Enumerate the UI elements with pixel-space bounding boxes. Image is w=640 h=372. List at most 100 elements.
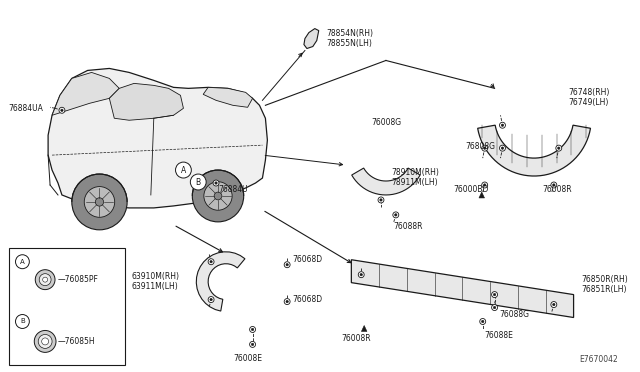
Circle shape xyxy=(214,192,222,200)
Circle shape xyxy=(38,334,52,349)
Circle shape xyxy=(190,174,206,190)
Circle shape xyxy=(501,147,504,149)
Text: 76000BD: 76000BD xyxy=(453,185,488,194)
Text: 76008R: 76008R xyxy=(542,185,572,194)
Text: 76088G: 76088G xyxy=(499,310,529,318)
Circle shape xyxy=(59,107,65,113)
Text: 76884UA: 76884UA xyxy=(8,104,44,113)
Polygon shape xyxy=(48,68,268,208)
Circle shape xyxy=(492,305,497,311)
Circle shape xyxy=(286,263,289,266)
Text: A: A xyxy=(181,166,186,174)
Circle shape xyxy=(493,307,496,309)
Polygon shape xyxy=(362,326,367,331)
Circle shape xyxy=(393,212,399,218)
Circle shape xyxy=(204,182,232,210)
Polygon shape xyxy=(203,87,253,107)
Circle shape xyxy=(501,124,504,126)
Circle shape xyxy=(483,147,486,149)
Circle shape xyxy=(35,330,56,352)
Text: A: A xyxy=(20,259,25,265)
Text: 76851R(LH): 76851R(LH) xyxy=(582,285,627,294)
Text: 76088R: 76088R xyxy=(394,222,423,231)
Polygon shape xyxy=(479,192,484,198)
Circle shape xyxy=(551,302,557,308)
FancyBboxPatch shape xyxy=(8,248,125,365)
Text: 63911M(LH): 63911M(LH) xyxy=(131,282,178,291)
Circle shape xyxy=(208,259,214,265)
Text: —76085H: —76085H xyxy=(58,337,95,346)
Text: B: B xyxy=(20,318,25,324)
Circle shape xyxy=(252,328,253,331)
Polygon shape xyxy=(477,125,591,176)
Polygon shape xyxy=(196,252,245,311)
Text: 63910M(RH): 63910M(RH) xyxy=(131,272,179,281)
Circle shape xyxy=(39,274,51,286)
Circle shape xyxy=(360,273,362,276)
Circle shape xyxy=(284,262,290,268)
Circle shape xyxy=(482,182,488,188)
Circle shape xyxy=(213,180,219,186)
Text: 76068D: 76068D xyxy=(292,295,322,304)
Polygon shape xyxy=(109,83,184,120)
Circle shape xyxy=(35,270,55,290)
Text: 76884U: 76884U xyxy=(218,185,248,194)
Circle shape xyxy=(358,272,364,278)
Circle shape xyxy=(286,300,289,303)
Text: 76088E: 76088E xyxy=(484,331,513,340)
Polygon shape xyxy=(304,29,319,48)
Circle shape xyxy=(42,338,49,345)
Text: 76749(LH): 76749(LH) xyxy=(569,98,609,108)
Circle shape xyxy=(557,147,560,149)
Circle shape xyxy=(395,214,397,216)
Text: E7670042: E7670042 xyxy=(579,355,618,364)
Circle shape xyxy=(499,122,506,128)
Circle shape xyxy=(380,199,382,201)
Circle shape xyxy=(378,197,384,203)
Text: —76085PF: —76085PF xyxy=(58,275,99,284)
Circle shape xyxy=(483,184,486,186)
Text: 76008R: 76008R xyxy=(342,334,371,343)
Circle shape xyxy=(84,187,115,217)
Text: 76008G: 76008G xyxy=(371,118,401,127)
Circle shape xyxy=(481,320,484,323)
Circle shape xyxy=(284,299,290,305)
Polygon shape xyxy=(352,168,420,195)
Circle shape xyxy=(482,145,488,151)
Text: 78854N(RH): 78854N(RH) xyxy=(326,29,374,38)
Circle shape xyxy=(556,145,562,151)
Circle shape xyxy=(15,255,29,269)
Circle shape xyxy=(210,298,212,301)
Circle shape xyxy=(551,182,557,188)
Circle shape xyxy=(492,292,497,298)
Circle shape xyxy=(480,318,486,324)
Circle shape xyxy=(208,296,214,302)
Circle shape xyxy=(43,277,47,282)
Text: 76850R(RH): 76850R(RH) xyxy=(582,275,628,284)
Text: 76748(RH): 76748(RH) xyxy=(569,89,610,97)
Circle shape xyxy=(61,109,63,112)
Text: B: B xyxy=(196,177,201,186)
Circle shape xyxy=(15,314,29,328)
Circle shape xyxy=(215,182,217,184)
Circle shape xyxy=(553,303,555,306)
Circle shape xyxy=(210,260,212,263)
Polygon shape xyxy=(52,73,119,115)
Text: 76808G: 76808G xyxy=(465,142,495,151)
Text: 78855N(LH): 78855N(LH) xyxy=(326,39,372,48)
Circle shape xyxy=(553,184,555,186)
Circle shape xyxy=(250,327,255,333)
Circle shape xyxy=(493,294,496,296)
Circle shape xyxy=(250,341,255,347)
Text: 76068D: 76068D xyxy=(292,255,322,264)
Circle shape xyxy=(192,170,244,222)
Text: 78911M(LH): 78911M(LH) xyxy=(391,178,438,187)
Text: 78910M(RH): 78910M(RH) xyxy=(391,168,439,177)
Polygon shape xyxy=(351,260,573,318)
Circle shape xyxy=(175,162,191,178)
Circle shape xyxy=(72,174,127,230)
Text: 76008E: 76008E xyxy=(233,355,262,363)
Circle shape xyxy=(95,198,104,206)
Circle shape xyxy=(499,145,506,151)
Circle shape xyxy=(252,343,253,346)
